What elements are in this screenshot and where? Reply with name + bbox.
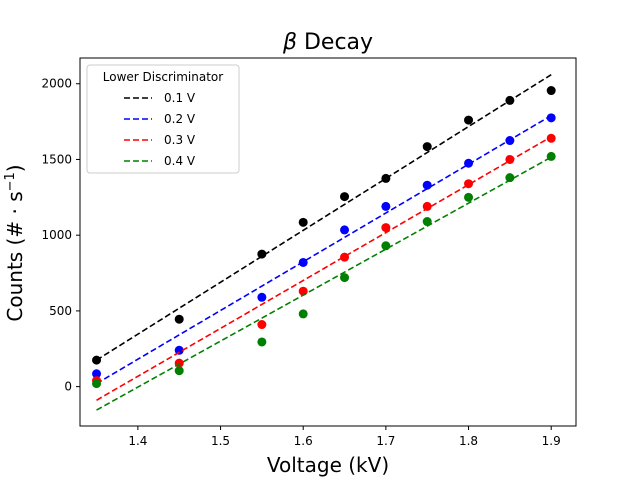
legend-title: Lower Discriminator bbox=[103, 70, 223, 84]
plot-frame bbox=[79, 57, 577, 427]
x-axis-label: Voltage (kV) bbox=[267, 453, 389, 477]
y-tick-label: 2000 bbox=[41, 77, 72, 91]
chart-title-symbol: β bbox=[282, 30, 297, 55]
legend-box bbox=[86, 64, 240, 174]
data-point-0-1-V bbox=[174, 314, 184, 324]
data-point-0-2-V bbox=[381, 201, 391, 211]
data-point-0-2-V bbox=[257, 292, 267, 302]
axis-ticks: 1.4 1.5 1.6 1.7 1.8 1.9 0 500 1000 1500 2000 bbox=[41, 77, 560, 448]
y-tick-label: 1000 bbox=[41, 228, 72, 242]
data-point-0-3-V bbox=[505, 154, 515, 164]
data-point-0-3-V bbox=[422, 201, 432, 211]
data-point-0-3-V bbox=[381, 223, 391, 233]
data-point-0-2-V bbox=[464, 158, 474, 168]
data-point-0-3-V bbox=[340, 252, 350, 262]
legend-entry: 0.1 V bbox=[164, 91, 196, 105]
x-tick-label: 1.5 bbox=[211, 434, 230, 448]
x-tick-label: 1.6 bbox=[294, 434, 313, 448]
data-point-0-4-V bbox=[298, 309, 308, 319]
data-point-0-4-V bbox=[92, 379, 102, 389]
data-point-0-4-V bbox=[464, 192, 474, 202]
data-point-0-2-V bbox=[298, 257, 308, 267]
data-point-0-4-V bbox=[381, 241, 391, 251]
y-tick-label: 1500 bbox=[41, 152, 72, 166]
data-point-0-4-V bbox=[340, 273, 350, 283]
data-point-0-4-V bbox=[505, 173, 515, 183]
x-tick-label: 1.7 bbox=[376, 434, 395, 448]
y-axis-label-main: Counts (# · s bbox=[3, 191, 27, 321]
data-point-0-3-V bbox=[257, 320, 267, 330]
chart-title: β Decay bbox=[282, 30, 373, 55]
fit-line-0-4-V bbox=[96, 156, 552, 411]
data-point-0-4-V bbox=[174, 366, 184, 376]
data-point-0-1-V bbox=[464, 115, 474, 125]
y-tick-label: 500 bbox=[49, 304, 72, 318]
data-point-0-2-V bbox=[505, 136, 515, 146]
y-axis-label-close: ) bbox=[3, 164, 27, 172]
data-point-0-1-V bbox=[298, 217, 308, 227]
x-tick-label: 1.9 bbox=[542, 434, 561, 448]
data-point-0-1-V bbox=[92, 355, 102, 365]
chart-title-text: Decay bbox=[297, 30, 373, 55]
x-tick-label: 1.8 bbox=[459, 434, 478, 448]
x-tick-label: 1.4 bbox=[128, 434, 147, 448]
fit-line-0-3-V bbox=[96, 136, 552, 401]
data-point-0-2-V bbox=[546, 113, 556, 123]
data-point-0-2-V bbox=[340, 225, 350, 235]
data-point-0-4-V bbox=[257, 337, 267, 347]
data-point-0-3-V bbox=[464, 179, 474, 189]
data-point-0-3-V bbox=[546, 133, 556, 143]
data-point-0-1-V bbox=[257, 249, 267, 259]
data-point-0-2-V bbox=[422, 180, 432, 190]
data-point-0-1-V bbox=[340, 192, 350, 202]
data-point-0-4-V bbox=[546, 151, 556, 161]
legend-entry: 0.4 V bbox=[164, 154, 196, 168]
data-point-0-1-V bbox=[546, 86, 556, 96]
data-point-0-1-V bbox=[422, 142, 432, 152]
fit-line-0-2-V bbox=[96, 114, 552, 385]
plot-area bbox=[92, 73, 556, 411]
data-point-0-4-V bbox=[422, 217, 432, 227]
legend-entry: 0.3 V bbox=[164, 133, 196, 147]
y-axis-label-exponent: −1 bbox=[3, 172, 18, 191]
data-point-0-1-V bbox=[505, 95, 515, 105]
data-point-0-2-V bbox=[92, 369, 102, 379]
legend-entry: 0.2 V bbox=[164, 112, 196, 126]
y-axis-label: Counts (# · s−1) bbox=[3, 164, 27, 321]
data-point-0-1-V bbox=[381, 173, 391, 183]
data-point-0-2-V bbox=[174, 345, 184, 355]
legend: Lower Discriminator 0.1 V 0.2 V 0.3 V 0.4 V bbox=[86, 64, 240, 174]
y-tick-label: 0 bbox=[64, 380, 72, 394]
